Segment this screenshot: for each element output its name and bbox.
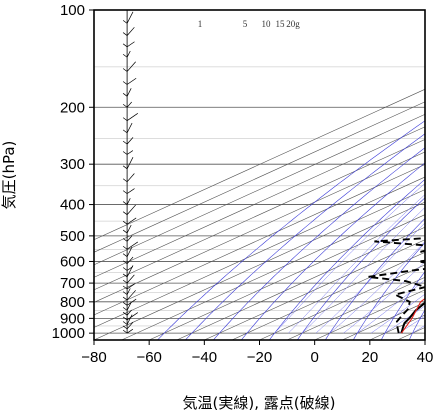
y-tick-label: 300 (60, 156, 85, 173)
wind-barb (123, 130, 127, 133)
wind-barb (127, 151, 133, 155)
wind-barb (127, 329, 133, 333)
x-axis: −80 −60 −40 −20 0 20 40 (81, 340, 433, 366)
wind-barb (123, 238, 127, 241)
isotherm-line (397, 10, 435, 340)
wind-barb (123, 212, 127, 215)
wind-barb (127, 42, 134, 47)
wind-barb (127, 157, 133, 169)
wind-barb (123, 280, 127, 283)
wind-barb (127, 288, 130, 294)
wind-barb (127, 27, 134, 35)
dry-adiabat (241, 10, 435, 340)
wind-barb (123, 33, 127, 36)
moist-adiabat (330, 107, 435, 333)
wind-barb (123, 302, 127, 305)
y-axis: 1002003004005006007008009001000 (52, 2, 94, 342)
mixing-ratio-label: 1 (198, 19, 203, 29)
y-tick-label: 1000 (52, 325, 85, 342)
moist-adiabat (275, 107, 435, 333)
x-tick-label: 40 (417, 349, 434, 366)
mixing-ratio-label: 10 (262, 19, 272, 29)
isotherm-line (425, 10, 435, 340)
wind-barb (127, 225, 131, 233)
wind-barb (123, 202, 127, 205)
wind-barb (127, 310, 132, 315)
x-tick-label: −20 (247, 349, 272, 366)
wind-barb (127, 51, 130, 57)
mixing-ratio-label: 20g (286, 19, 300, 29)
wind-barb (123, 330, 127, 333)
y-axis-label: 気圧(hPa) (0, 141, 18, 210)
x-tick-label: −40 (192, 349, 217, 366)
wind-barb (123, 166, 127, 169)
wind-barb (127, 12, 133, 24)
wind-barb (123, 20, 127, 23)
wind-barb (127, 88, 131, 96)
wind-barb (127, 123, 132, 133)
wind-barb (123, 246, 127, 249)
moist-adiabat (426, 107, 435, 333)
wind-barb (123, 81, 127, 84)
moist-adiabat (316, 107, 435, 333)
wind-barb (123, 93, 127, 96)
wind-barb (127, 62, 136, 72)
wind-barb (127, 275, 134, 283)
mixing-ratio-label: 15 (276, 19, 286, 29)
y-tick-label: 700 (60, 275, 85, 292)
y-tick-label: 100 (60, 2, 85, 19)
wind-barb (123, 297, 127, 300)
isotherm-line (342, 10, 435, 340)
wind-barb (123, 230, 127, 233)
isotherm-line (66, 10, 435, 340)
wind-barb (123, 54, 127, 57)
wind-barb (123, 307, 127, 310)
y-tick-label: 400 (60, 197, 85, 214)
wind-barb (123, 141, 127, 144)
wind-barb (127, 284, 134, 289)
wind-barb (123, 321, 127, 324)
wind-barb (127, 198, 130, 204)
y-tick-label: 200 (60, 99, 85, 116)
wind-barb (123, 326, 127, 329)
wind-barb (123, 179, 127, 182)
x-tick-label: −80 (81, 349, 106, 366)
wind-barb (123, 118, 127, 121)
dry-adiabat (157, 10, 435, 340)
wind-barb (123, 69, 127, 72)
y-tick-label: 600 (60, 253, 85, 270)
wind-barb (123, 152, 127, 155)
wind-barb (123, 221, 127, 224)
dry-adiabat (325, 10, 435, 340)
y-tick-label: 800 (60, 294, 85, 311)
wind-barb (127, 102, 132, 107)
wind-barb (123, 191, 127, 194)
wind-barb (127, 189, 134, 194)
wind-barb (123, 104, 127, 107)
y-tick-label: 500 (60, 228, 85, 245)
wind-barb (127, 78, 136, 84)
wind-barb (123, 44, 127, 47)
isotherm-line (232, 10, 435, 340)
wind-barb (123, 292, 127, 295)
wind-barb (127, 173, 134, 181)
x-tick-label: 0 (310, 349, 318, 366)
wind-barbs (123, 6, 138, 333)
wind-barb (127, 113, 138, 120)
mixing-ratio-label: 5 (243, 19, 248, 29)
x-tick-label: 20 (361, 349, 378, 366)
isotherm-line (122, 10, 435, 340)
wind-barb (127, 205, 136, 215)
moist-adiabat (385, 107, 435, 333)
wind-barb (127, 267, 133, 271)
x-axis-label: 気温(実線), 露点(破線) (183, 394, 336, 412)
wind-barb (123, 254, 127, 257)
parcel-line-2 (401, 57, 435, 333)
dry-adiabat (381, 10, 435, 340)
x-tick-label: −60 (136, 349, 161, 366)
wind-barb (123, 268, 127, 271)
mixing-ratio-labels: 1 5 10 15 20g (198, 19, 301, 29)
wind-barb (127, 257, 133, 264)
